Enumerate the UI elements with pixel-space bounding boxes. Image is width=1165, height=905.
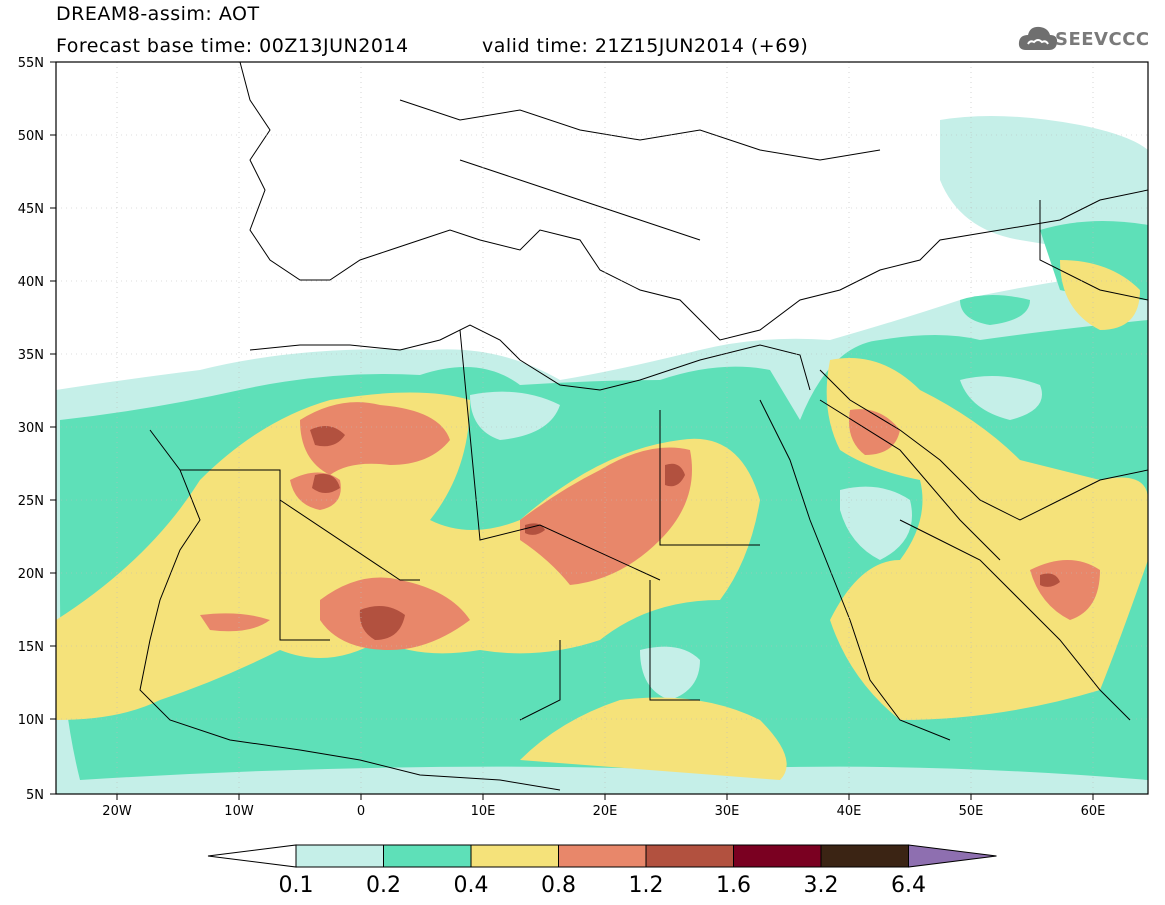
colorbar-segment (645, 844, 734, 868)
lon-label: 30E (715, 804, 740, 819)
lat-label: 20N (18, 567, 44, 582)
lat-label: 30N (18, 421, 44, 436)
lon-label: 0 (357, 804, 365, 819)
lat-label: 5N (26, 788, 44, 803)
valid-time: valid time: 21Z15JUN2014 (+69) (482, 35, 809, 57)
lat-label: 25N (18, 494, 44, 509)
lon-label: 20W (102, 804, 132, 819)
cloud-icon (1018, 26, 1058, 50)
colorbar-label: 6.4 (891, 873, 926, 898)
lon-label: 10W (224, 804, 254, 819)
lat-label: 35N (18, 348, 44, 363)
lon-label: 10E (471, 804, 496, 819)
colorbar-label: 0.8 (541, 873, 576, 898)
colorbar-label: 3.2 (803, 873, 839, 898)
colorbar-over-triangle (908, 844, 997, 868)
colorbar-segment (383, 844, 472, 868)
lat-label: 55N (18, 56, 44, 71)
model-title: DREAM8-assim: AOT (56, 3, 260, 25)
colorbar-segment (820, 844, 909, 868)
map-frame (55, 61, 1149, 795)
aot-level-0.4 (56, 260, 1148, 780)
colorbar-label: 1.2 (628, 873, 664, 898)
lon-label: 50E (959, 804, 984, 819)
colorbar-label: 1.6 (716, 873, 751, 898)
logo-text: SEEVCCC (1055, 29, 1150, 50)
lon-label: 20E (593, 804, 618, 819)
lat-label: 50N (18, 129, 44, 144)
colorbar-segment (733, 844, 822, 868)
lat-label: 10N (18, 713, 44, 728)
colorbar-label: 0.2 (366, 873, 401, 898)
aot-level-1.2 (310, 426, 1060, 640)
colorbar-segment (470, 844, 559, 868)
lon-label: 60E (1081, 804, 1106, 819)
lat-label: 15N (18, 640, 44, 655)
lat-label: 40N (18, 275, 44, 290)
colorbar (207, 844, 997, 868)
colorbar-segment (295, 844, 384, 868)
colorbar-under-triangle (207, 844, 297, 868)
colorbar-label: 0.4 (453, 873, 489, 898)
forecast-base-time: Forecast base time: 00Z13JUN2014 (56, 35, 409, 57)
lat-label: 45N (18, 202, 44, 217)
coastlines (139, 62, 1148, 791)
colorbar-segment (558, 844, 647, 868)
lon-label: 40E (837, 804, 862, 819)
colorbar-label: 0.1 (278, 873, 314, 898)
